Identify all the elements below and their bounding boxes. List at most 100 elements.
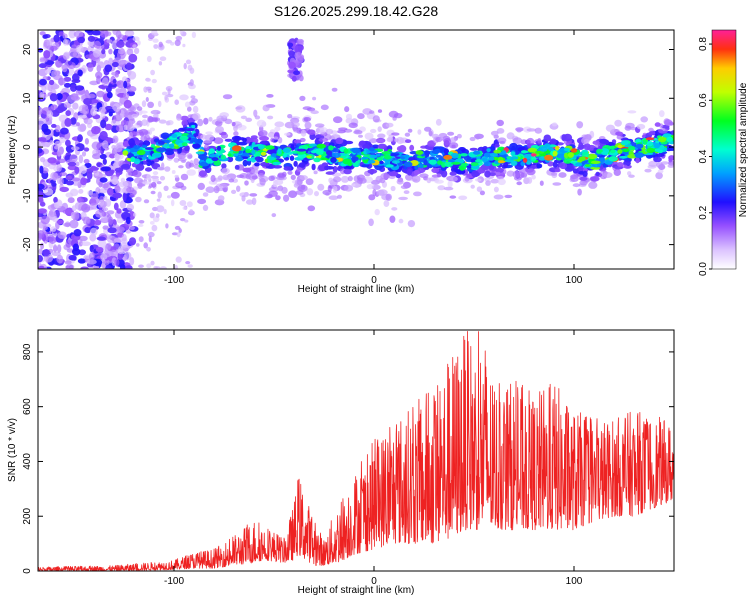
spectrogram-cell <box>572 183 581 188</box>
spectrogram-cell <box>496 119 505 127</box>
spectrogram-cell <box>94 219 102 226</box>
spectrogram-cell <box>192 143 201 149</box>
y-tick-label: 400 <box>22 453 33 470</box>
spectrogram-cell <box>520 150 528 154</box>
spectrogram-cell <box>449 171 457 176</box>
y-tick-label: 10 <box>22 92 33 104</box>
spectrogram-cell <box>184 101 191 108</box>
spectrogram-cell <box>469 136 476 142</box>
spectrogram-cell <box>132 170 142 178</box>
spectrogram-cell <box>222 94 233 100</box>
spectrogram-cell <box>87 44 95 52</box>
spectrogram-cell <box>601 151 609 156</box>
spectrogram-cell <box>469 147 478 151</box>
spectrogram-cell <box>413 169 420 175</box>
spectrogram-cell <box>366 149 371 154</box>
spectrogram-cell <box>658 136 667 143</box>
spectrogram-cell <box>328 195 339 200</box>
spectrogram-cell <box>152 114 159 118</box>
colorbar-tick-label: 0.2 <box>698 205 709 219</box>
spectrogram-cell <box>239 192 249 198</box>
spectrogram-cell <box>114 72 119 78</box>
spectrogram-cell <box>112 103 121 113</box>
spectrogram-cell <box>437 160 443 165</box>
spectrogram-cell <box>77 134 83 143</box>
spectrogram-cell <box>163 208 167 215</box>
spectrogram-cell <box>74 166 80 174</box>
spectrogram-cell <box>552 161 558 168</box>
spectrogram-cell <box>41 167 49 174</box>
spectrogram-cell <box>116 40 125 48</box>
spectrogram-cell <box>141 100 147 108</box>
spectrogram-cell <box>483 161 492 167</box>
spectrogram-cell <box>539 180 544 186</box>
spectrogram-cell <box>516 181 522 186</box>
spectrogram-cell <box>152 216 160 223</box>
spectrogram-cell <box>495 171 501 176</box>
spectrogram-cell <box>385 164 394 168</box>
spectrogram-cell <box>112 30 118 36</box>
spectrogram-cell <box>605 124 616 132</box>
spectrogram-cell <box>126 48 134 56</box>
spectrogram-cell <box>221 167 230 175</box>
spectrogram-cell <box>338 127 348 131</box>
spectrogram-cell <box>149 127 155 132</box>
spectrogram-cell <box>450 176 458 182</box>
figure-title: S126.2025.299.18.42.G28 <box>274 3 438 19</box>
spectrogram-cell <box>547 161 554 167</box>
spectrogram-cell <box>149 212 155 219</box>
spectrogram-cell <box>526 160 531 165</box>
spectrogram-cell <box>266 94 274 98</box>
spectrogram-cell <box>113 202 119 211</box>
spectrogram-cell <box>277 149 282 155</box>
spectrogram-cell <box>136 243 140 247</box>
spectrogram-cell <box>331 152 341 158</box>
spectrogram-cell <box>108 83 118 88</box>
snr-x-axis-label: Height of straight line (km) <box>298 585 415 596</box>
spectrogram-cell <box>184 219 189 223</box>
spectrogram-cell <box>128 211 136 220</box>
spectrogram-cell <box>222 174 230 181</box>
spectrogram-cell <box>622 148 630 153</box>
spectrogram-cell <box>654 148 660 152</box>
spectrogram-cell <box>272 179 278 188</box>
spectrogram-cell <box>653 156 662 163</box>
spectrogram-cell <box>113 237 124 243</box>
spectrogram-cell <box>68 254 77 261</box>
spectrogram-cell <box>655 153 665 157</box>
spectrogram-cell <box>160 132 170 140</box>
spectrogram-cell <box>648 127 654 132</box>
spectrogram-cell <box>322 189 332 196</box>
spectrogram-cell <box>437 185 446 191</box>
spectrogram-cell <box>506 132 515 140</box>
spectrogram-cell <box>59 177 64 186</box>
spectrogram-cell <box>63 222 71 227</box>
spectrogram-cell <box>447 131 455 136</box>
spectrogram-cell <box>497 178 506 186</box>
spectrogram-cell <box>396 146 402 152</box>
spectrogram-cell <box>456 133 462 139</box>
spectrogram-cell <box>231 189 237 194</box>
spectrogram-cell <box>56 158 67 163</box>
spectrogram-cell <box>405 139 412 144</box>
spectrogram-cell <box>175 182 185 189</box>
spectrogram-cell <box>273 136 279 140</box>
spectrogram-cell <box>116 226 125 234</box>
x-tick-label: -100 <box>164 576 184 587</box>
spectrogram-cell <box>325 171 335 175</box>
spectrogram-cell <box>77 258 86 264</box>
spectrogram-cell <box>176 114 182 121</box>
spectrogram-cell <box>95 246 104 253</box>
spectrogram-cell <box>258 173 265 178</box>
spectrogram-cell <box>143 86 148 93</box>
spectrogram-cell <box>351 156 359 162</box>
spectrogram-cell <box>175 36 183 40</box>
spectrogram-cell <box>220 132 229 139</box>
spectrogram-cell <box>197 182 205 190</box>
spectrogram-cell <box>499 141 506 145</box>
spectrogram-cell <box>614 119 622 127</box>
spectrogram-cell <box>143 242 148 249</box>
spectrogram-cell <box>102 250 112 258</box>
spectrogram-cell <box>57 77 66 86</box>
spectrogram-cell <box>590 166 601 170</box>
